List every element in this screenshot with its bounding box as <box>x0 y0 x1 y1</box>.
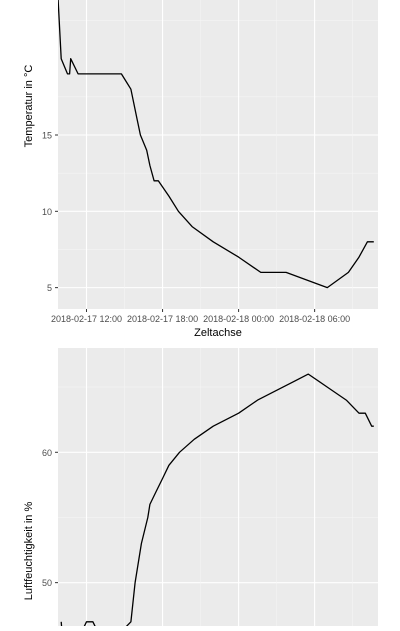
temperature-x-tick-label: 2018-02-18 00:00 <box>203 314 274 324</box>
temperature-y-tick-label: 5 <box>47 283 52 293</box>
temperature-series-line <box>58 0 374 289</box>
humidity-y-tick-label: 50 <box>42 578 52 588</box>
temperature-y-axis-title: Temperatur in °C <box>23 65 35 148</box>
temperature-panel <box>58 0 378 309</box>
temperature-x-tick-label: 2018-02-17 12:00 <box>51 314 122 324</box>
humidity-y-axis-title: Luftfeuchtigkeit in % <box>23 502 35 601</box>
temperature-x-tick-label: 2018-02-18 06:00 <box>279 314 350 324</box>
humidity-panel <box>58 348 378 626</box>
temperature-chart: 5 10 15 2018-02-17 12:00 2018-02-17 18:00 201… <box>23 0 378 339</box>
humidity-y-tick-label: 60 <box>42 448 52 458</box>
temperature-y-tick-label: 10 <box>42 207 52 217</box>
temperature-y-tick-label: 15 <box>42 131 52 141</box>
temperature-x-tick-label: 2018-02-17 18:00 <box>127 314 198 324</box>
humidity-series-line <box>60 373 374 626</box>
humidity-chart: 50 60 Luftfeuchtigkeit in % <box>23 348 378 626</box>
temperature-x-axis-title: Zeltachse <box>194 327 242 339</box>
